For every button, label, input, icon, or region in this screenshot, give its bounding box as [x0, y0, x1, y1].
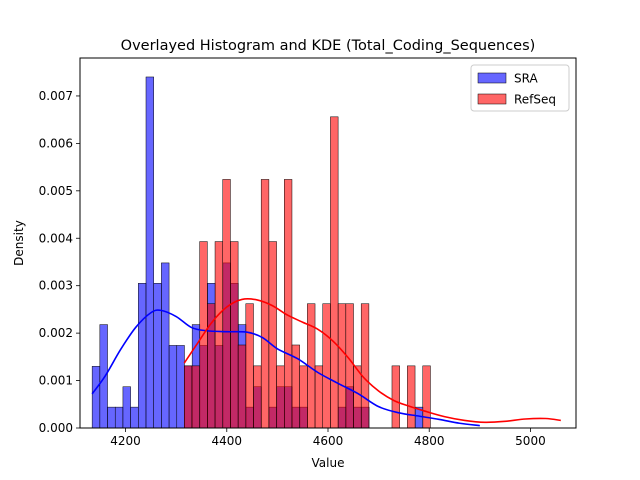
x-tick-label: 4200 — [110, 434, 141, 448]
y-tick-label: 0.003 — [39, 279, 73, 293]
bar-sra-9 — [161, 262, 170, 429]
bar-sra-4 — [122, 386, 131, 429]
legend-swatch-sra — [477, 72, 507, 84]
legend-label-sra: SRA — [514, 72, 538, 86]
y-axis-ticks: 0.000 0.001 0.002 0.003 0.004 0.005 0.006 0.007 — [39, 89, 80, 435]
x-tick-label: 4800 — [414, 434, 445, 448]
y-tick-label: 0.007 — [39, 89, 73, 103]
bar-sra-8 — [153, 283, 162, 429]
y-axis-label: Density — [12, 220, 26, 266]
legend-label-refseq: RefSeq — [514, 93, 556, 107]
bar-refseq-7 — [237, 344, 247, 429]
bar-refseq-27 — [391, 365, 400, 429]
x-tick-label: 4600 — [313, 434, 344, 448]
x-tick-label: 4400 — [212, 434, 243, 448]
y-tick-label: 0.001 — [39, 374, 73, 388]
bar-refseq-0 — [184, 365, 193, 429]
bar-refseq-5 — [222, 179, 231, 429]
bar-refseq-22 — [353, 365, 362, 429]
y-tick-label: 0.002 — [39, 326, 73, 340]
bar-refseq-23 — [360, 303, 370, 429]
kde-refseq-line — [183, 298, 561, 424]
bar-sra-7 — [145, 76, 154, 429]
bar-refseq-6 — [230, 241, 239, 429]
bar-refseq-31 — [422, 365, 431, 429]
bar-refseq-21 — [345, 303, 354, 429]
bar-refseq-1 — [191, 365, 200, 429]
bar-sra-5 — [130, 406, 139, 429]
y-tick-label: 0.005 — [39, 184, 73, 198]
bar-refseq-8 — [245, 303, 254, 429]
bar-sra-10 — [168, 345, 178, 429]
bar-refseq-4 — [214, 241, 223, 429]
bar-sra-6 — [138, 283, 147, 429]
bar-sra-1 — [99, 324, 108, 429]
bar-refseq-13 — [284, 179, 293, 429]
bar-sra-3 — [114, 406, 124, 429]
bar-refseq-9 — [253, 365, 262, 429]
x-tick-label: 5000 — [515, 434, 546, 448]
chart-title: Overlayed Histogram and KDE (Total_Codin… — [121, 38, 536, 54]
bar-sra-2 — [107, 406, 116, 429]
bar-refseq-15 — [299, 365, 308, 429]
bar-refseq-20 — [337, 303, 347, 429]
y-tick-label: 0.006 — [39, 136, 73, 150]
bar-refseq-11 — [268, 241, 277, 429]
kde-curves — [91, 298, 561, 427]
legend-swatch-refseq — [477, 93, 507, 105]
kde-sra-line — [91, 309, 480, 427]
y-tick-label: 0.000 — [39, 421, 73, 435]
bar-refseq-29 — [407, 365, 416, 429]
bar-sra-0 — [91, 366, 101, 429]
bar-sra-11 — [176, 345, 185, 429]
y-tick-label: 0.004 — [39, 231, 73, 245]
x-axis-ticks: 4200 4400 4600 4800 5000 — [110, 428, 546, 448]
legend: SRA RefSeq — [470, 64, 570, 112]
x-axis-label: Value — [312, 456, 345, 470]
bar-refseq-12 — [276, 365, 285, 429]
bar-refseq-18 — [322, 303, 331, 429]
